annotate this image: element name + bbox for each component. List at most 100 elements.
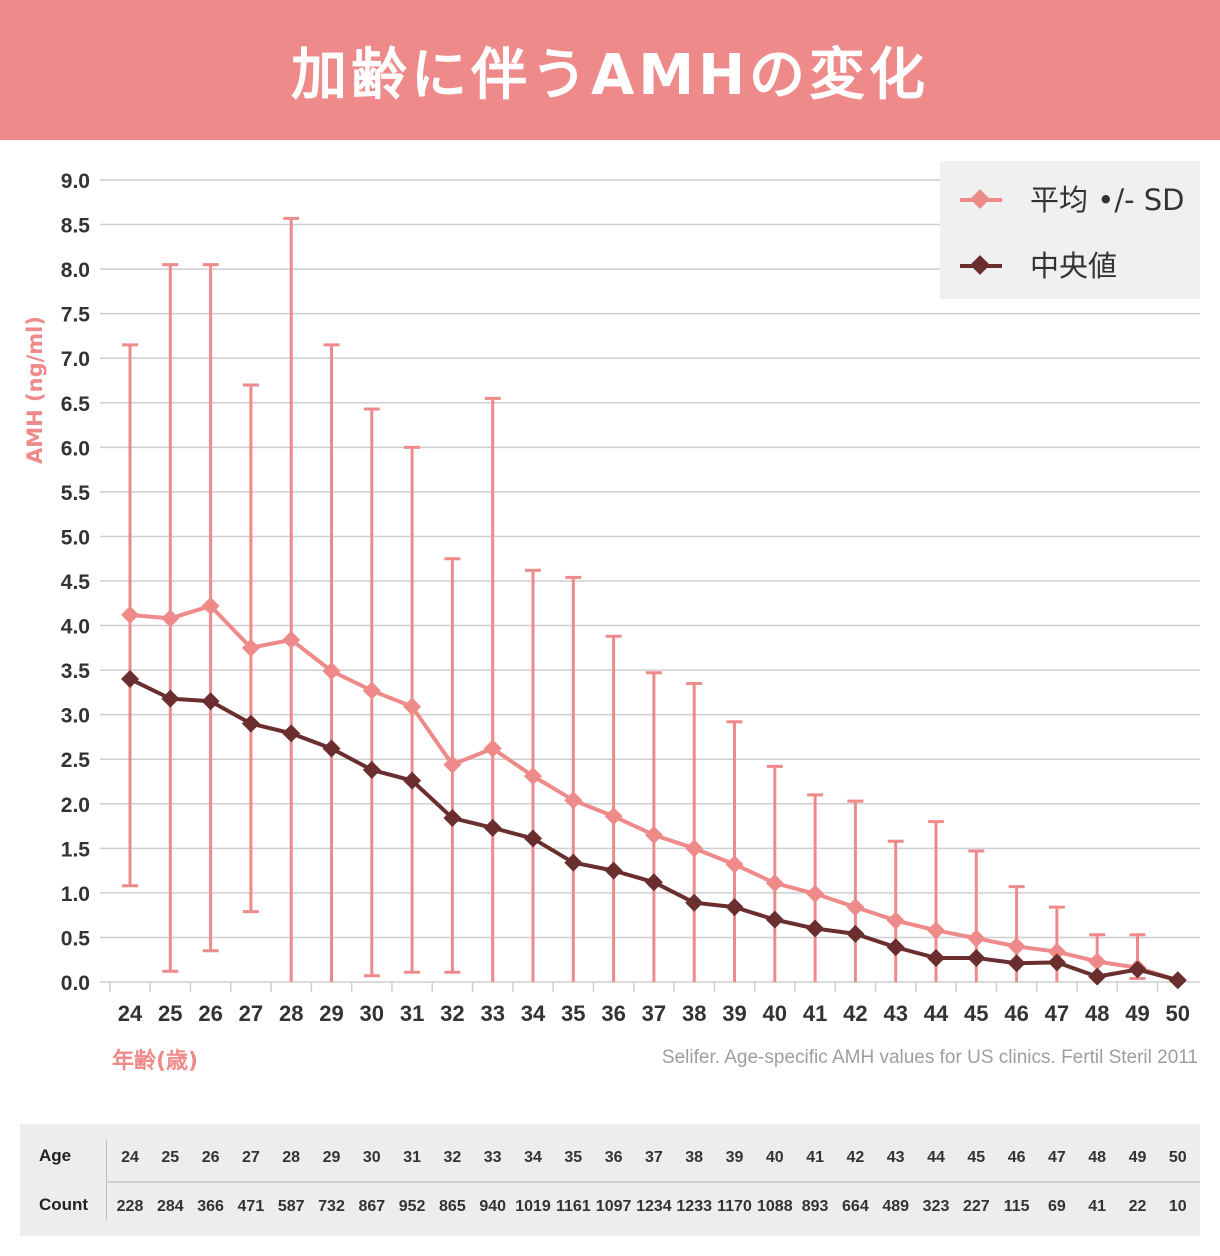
mean-point <box>322 662 341 681</box>
mean-point <box>201 596 220 615</box>
median-point <box>524 829 542 848</box>
table-cell-count: 1097 <box>595 1198 632 1215</box>
median-point <box>322 739 341 758</box>
x-tick-label: 29 <box>319 1001 343 1026</box>
y-tick-label: 7.0 <box>61 348 90 371</box>
mean-point <box>1047 942 1066 961</box>
x-tick-label: 46 <box>1004 1001 1028 1026</box>
x-tick-label: 47 <box>1045 1001 1069 1026</box>
table-cell-age: 43 <box>886 1149 905 1166</box>
x-tick-label: 41 <box>803 1001 827 1026</box>
table-cell-count: 366 <box>197 1198 224 1215</box>
mean-point <box>121 605 139 624</box>
table-cell-count: 115 <box>1003 1198 1030 1215</box>
legend-mean-label: 平均 •/- SD <box>1030 183 1185 217</box>
median-point <box>443 809 462 828</box>
table-vertical-divider <box>106 1140 107 1220</box>
median-point <box>685 893 704 912</box>
mean-point <box>282 630 301 649</box>
y-tick-label: 6.5 <box>61 393 91 416</box>
mean-point <box>443 755 462 774</box>
mean-point <box>403 697 422 716</box>
x-tick-label: 40 <box>763 1001 787 1026</box>
table-cell-count: 69 <box>1047 1198 1066 1215</box>
table-cell-count: 489 <box>882 1198 910 1215</box>
table-cell-age: 50 <box>1168 1149 1187 1166</box>
y-tick-labels: 0.0 0.5 1.0 1.5 2.0 2.5 3.0 3.5 4.0 4.5 5.0 5.5 6.0 6… <box>61 170 91 995</box>
median-point <box>967 948 986 967</box>
table-cell-count: 893 <box>801 1198 829 1215</box>
median-point <box>201 692 220 711</box>
table-row-count: Count 228 284 366 471 587 732 867 952 865 940 1019… <box>20 1182 1200 1232</box>
mean-point <box>927 921 945 940</box>
mean-point <box>604 807 623 826</box>
mean-point <box>765 874 784 893</box>
x-tick-label: 50 <box>1166 1001 1190 1026</box>
table-cell-age: 40 <box>765 1149 784 1166</box>
y-tick-label: 1.5 <box>61 838 91 861</box>
median-point <box>644 873 663 892</box>
x-tick-label: 31 <box>400 1001 424 1026</box>
y-tick-label: 6.0 <box>61 437 90 460</box>
x-tick-label: 30 <box>360 1001 384 1026</box>
table-cell-count: 228 <box>116 1198 144 1215</box>
page-title: 加齢に伴うAMHの変化 <box>291 42 929 108</box>
median-point <box>1168 971 1187 990</box>
y-tick-label: 1.0 <box>61 883 90 906</box>
x-tick-label: 27 <box>239 1001 263 1026</box>
grid-lines <box>100 179 1200 983</box>
table-cell-count: 1161 <box>555 1198 591 1215</box>
y-tick-label: 5.0 <box>61 526 90 549</box>
table-cell-age: 41 <box>806 1149 824 1166</box>
x-tick-label: 28 <box>279 1001 303 1026</box>
table-cell-count: 1088 <box>757 1198 793 1215</box>
table-cell-age: 25 <box>161 1149 180 1166</box>
x-tick-labels: 24 25 26 27 28 29 30 31 32 33 34 35 36 37 38 39 40 41 42 43… <box>109 982 1190 1026</box>
median-point <box>846 924 865 943</box>
x-tick-label: 32 <box>440 1001 464 1026</box>
x-tick-label: 24 <box>118 1001 143 1026</box>
table-cell-count: 940 <box>479 1198 507 1215</box>
table-cell-age: 29 <box>322 1149 341 1166</box>
x-tick-label: 25 <box>158 1001 182 1026</box>
table-cell-age: 42 <box>846 1149 865 1166</box>
x-tick-label: 43 <box>883 1001 907 1026</box>
y-tick-label: 0.5 <box>61 927 91 950</box>
x-tick-label: 45 <box>964 1001 988 1026</box>
table-cell-count: 227 <box>962 1198 990 1215</box>
median-point <box>725 898 744 917</box>
x-tick-label: 38 <box>682 1001 706 1026</box>
sample-count-table: Age 24 25 26 27 28 29 30 31 32 33 34 35 36 37 38 39 40 41… <box>20 1124 1200 1236</box>
series-lines <box>121 596 1187 990</box>
median-point <box>886 938 905 957</box>
table-cell-age: 31 <box>403 1149 421 1166</box>
mean-point <box>806 884 825 903</box>
table-cell-age: 27 <box>241 1149 260 1166</box>
table-cell-age: 28 <box>282 1149 301 1166</box>
y-tick-label: 4.0 <box>61 616 90 639</box>
median-point <box>483 818 502 837</box>
mean-point <box>1088 952 1107 971</box>
source-citation: Selifer. Age-specific AMH values for US … <box>661 1047 1198 1068</box>
median-point <box>241 714 260 733</box>
mean-point <box>524 767 542 786</box>
table-cell-count: 587 <box>277 1198 305 1215</box>
age-row-label: Age <box>39 1146 72 1165</box>
table-cell-age: 44 <box>927 1149 945 1166</box>
y-tick-label: 8.5 <box>61 215 91 238</box>
mean-point <box>362 681 381 700</box>
mean-point <box>161 609 180 628</box>
title-banner: 加齢に伴うAMHの変化 <box>0 0 1220 140</box>
x-axis-label: 年齢(歳) <box>112 1049 199 1074</box>
table-cell-age: 35 <box>564 1149 583 1166</box>
table-cell-count: 22 <box>1128 1198 1147 1215</box>
median-point <box>161 689 180 708</box>
y-tick-label: 0.0 <box>61 972 90 995</box>
table-cell-age: 49 <box>1128 1149 1147 1166</box>
mean-point <box>846 898 865 917</box>
median-point <box>927 948 945 967</box>
table-cell-age: 39 <box>725 1149 744 1166</box>
table-cell-count: 1234 <box>636 1198 672 1215</box>
table-cell-count: 41 <box>1088 1198 1107 1215</box>
mean-point <box>644 825 663 844</box>
